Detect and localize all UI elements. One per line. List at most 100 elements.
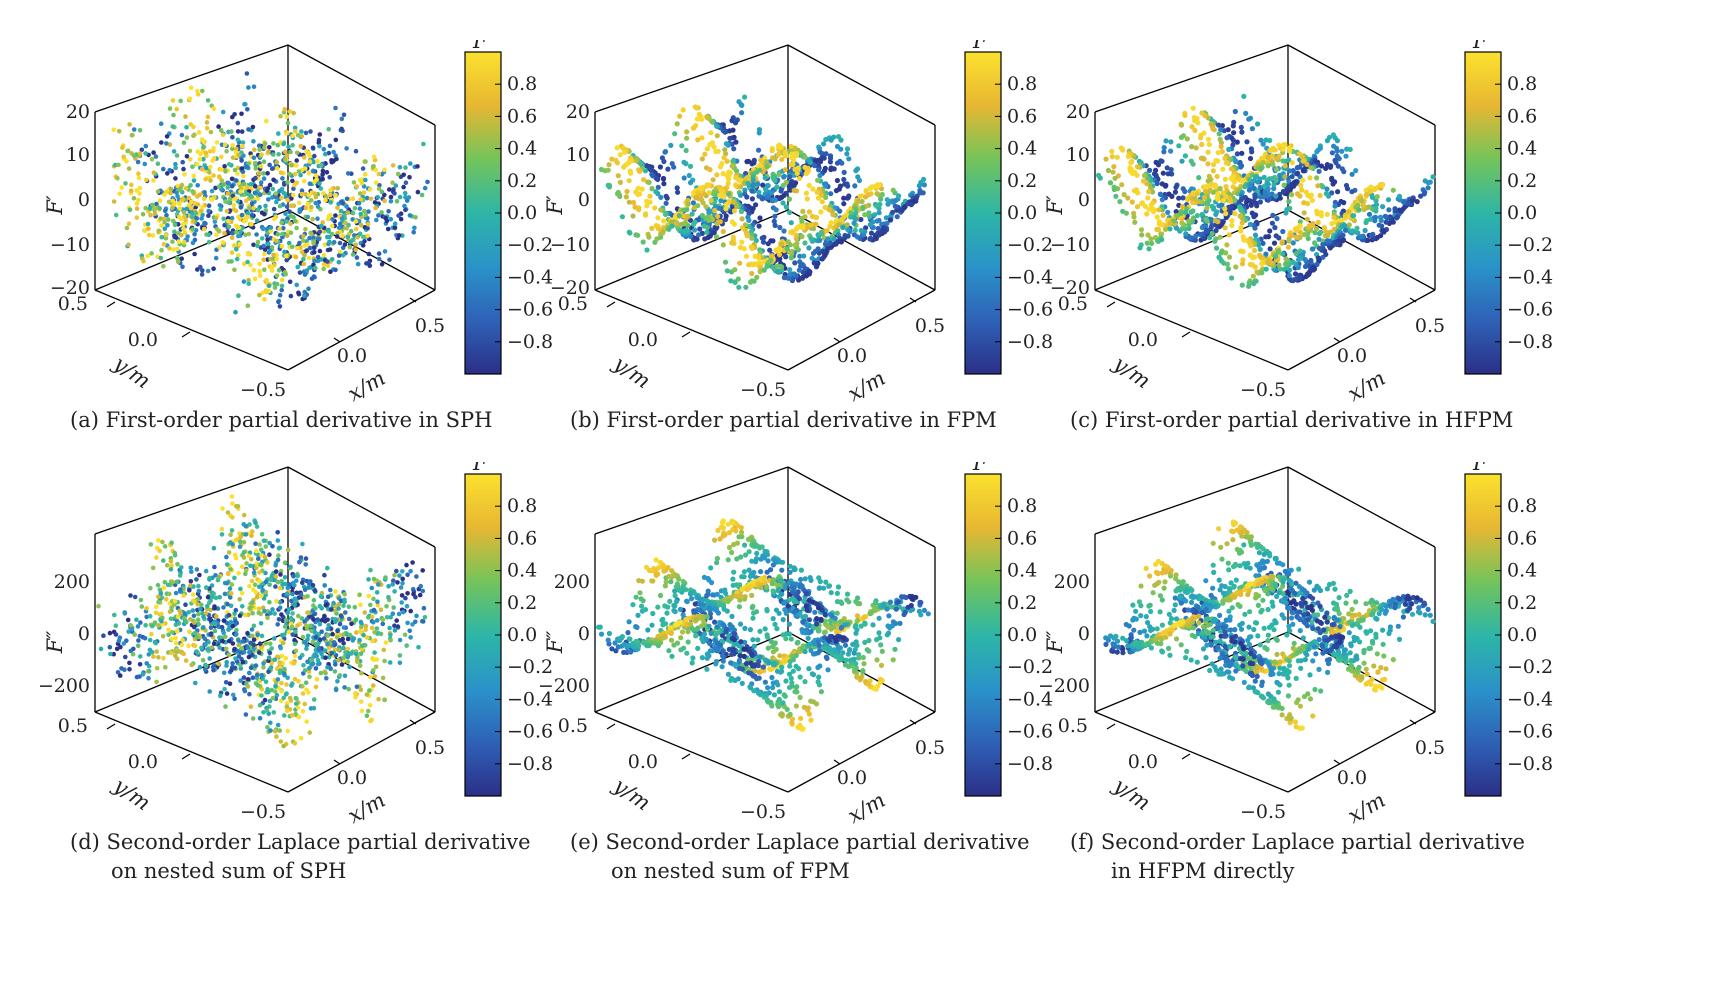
data-point [305,214,311,220]
data-point [219,526,225,532]
data-point [628,170,634,176]
data-point [194,162,200,167]
data-point [344,196,350,202]
data-point [282,107,288,112]
data-point [179,256,184,261]
data-point [876,210,882,216]
data-point [317,603,323,609]
data-point [190,240,196,246]
data-point [238,205,244,210]
data-point [311,597,317,603]
data-point [260,587,265,593]
data-point [358,197,363,202]
data-point [335,635,340,640]
data-point [288,293,294,299]
data-point [298,592,304,597]
data-point [1229,275,1235,281]
data-point [1316,168,1322,174]
data-point [174,246,180,252]
data-point [284,204,290,209]
data-point [236,570,241,576]
data-point [1178,122,1185,128]
data-point [863,225,869,231]
caption-line: (b) First-order partial derivative in FP… [570,408,997,432]
data-point [370,638,375,644]
data-point [305,242,310,247]
data-point [276,553,281,558]
data-point [275,622,280,627]
data-point [653,189,659,195]
data-point [854,234,860,240]
data-point [246,553,251,559]
colorbar-tick-label: −0.2 [507,234,553,256]
data-point [261,243,266,249]
data-point [155,582,161,588]
data-point [687,233,694,239]
data-point [732,120,739,126]
data-point [782,153,788,159]
data-point [768,257,774,264]
data-point [220,132,226,137]
data-point [1146,189,1152,195]
data-point [671,164,677,170]
data-point [1332,199,1338,205]
data-point [235,120,241,126]
data-point [1359,198,1365,204]
data-point [173,165,178,171]
data-point [282,575,288,580]
data-point [155,161,161,166]
data-point [363,623,369,629]
data-point [1215,196,1221,202]
data-point [390,163,396,168]
data-point [714,172,720,178]
data-point [225,571,231,577]
data-point [226,162,232,167]
data-point [164,134,170,139]
data-point [770,155,776,161]
data-point [362,208,367,214]
data-point [226,218,231,224]
panel-a: 20 10 0 −10 −20 F′ 0.5 0.0 −0.5 y/m 0.0 0.5 x/m F 0.8 0… [40,40,600,520]
data-point [841,214,847,220]
data-point [172,234,177,240]
data-point [376,186,382,192]
data-point [207,170,212,175]
data-point [834,177,840,184]
data-point [256,143,262,148]
data-point [812,163,818,169]
data-point [655,215,661,221]
data-point [415,189,421,195]
data-point [723,206,729,212]
data-point [279,287,284,293]
data-point [1217,185,1223,191]
data-point [735,276,741,282]
data-point [1120,147,1126,153]
data-point [225,185,231,190]
data-point [356,218,362,224]
data-point [711,144,717,150]
data-point [1180,195,1186,201]
data-point [723,141,729,147]
data-point [1297,224,1303,230]
axes-edge [287,44,436,126]
data-point [733,139,739,145]
data-point [624,188,630,195]
data-point [333,589,338,594]
data-point [251,139,256,144]
data-point [247,584,252,589]
data-point [806,182,812,189]
data-point [228,603,234,609]
data-point [302,166,308,171]
data-point [285,197,290,203]
data-point [148,585,153,591]
data-point [289,598,294,604]
data-point [277,605,283,610]
data-point [277,292,283,298]
data-point [111,199,117,204]
axes-edge [94,466,289,535]
data-point [818,229,824,235]
data-point [1345,209,1352,215]
data-point [306,255,312,261]
data-point [1246,187,1252,193]
